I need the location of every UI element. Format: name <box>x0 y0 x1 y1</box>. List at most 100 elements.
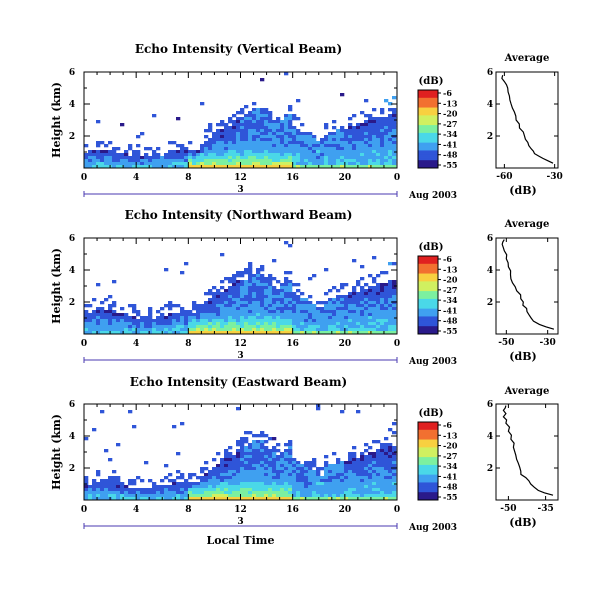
echo-cell <box>212 316 217 320</box>
echo-cell <box>320 313 325 317</box>
echo-cell <box>168 497 173 501</box>
echo-cell <box>392 96 397 100</box>
colorbar-swatch <box>418 300 438 304</box>
echo-cell <box>232 132 237 136</box>
echo-cell <box>316 467 321 471</box>
echo-cell <box>372 256 377 260</box>
echo-cell <box>284 286 289 290</box>
echo-cell <box>368 446 373 450</box>
echo-cell <box>256 331 261 335</box>
echo-cell <box>180 473 185 477</box>
echo-cell <box>252 455 257 459</box>
echo-cell <box>344 298 349 302</box>
echo-cell <box>388 446 393 450</box>
echo-cell <box>352 132 357 136</box>
echo-cell <box>320 147 325 151</box>
colorbar-tick-label: -48 <box>443 316 458 326</box>
average-y-tick-label: 4 <box>487 266 493 276</box>
echo-cell <box>248 464 253 468</box>
echo-cell <box>392 147 397 151</box>
echo-cell <box>332 150 337 154</box>
echo-cell <box>192 328 197 332</box>
echo-cell <box>388 458 393 462</box>
echo-cell <box>388 485 393 489</box>
echo-cell <box>348 464 353 468</box>
echo-cell <box>352 135 357 139</box>
echo-cell <box>344 485 349 489</box>
echo-cell <box>132 153 137 157</box>
echo-cell <box>228 482 233 486</box>
echo-cell <box>212 488 217 492</box>
echo-cell <box>388 328 393 332</box>
echo-cell <box>216 141 221 145</box>
echo-cell <box>132 159 137 163</box>
echo-cell <box>216 328 221 332</box>
echo-cell <box>368 301 373 305</box>
echo-cell <box>304 298 309 302</box>
echo-cell <box>364 138 369 142</box>
echo-cell <box>228 156 233 160</box>
echo-cell <box>392 488 397 492</box>
echo-cell <box>312 494 317 498</box>
echo-cell <box>252 138 257 142</box>
echo-cell <box>256 156 261 160</box>
echo-cell <box>180 491 185 495</box>
echo-cell <box>292 322 297 326</box>
echo-cell <box>356 159 361 163</box>
echo-cell <box>388 126 393 130</box>
echo-cell <box>256 129 261 133</box>
echo-cell <box>384 446 389 450</box>
average-x-label: (dB) <box>509 184 536 197</box>
echo-cell <box>320 491 325 495</box>
echo-cell <box>228 117 233 121</box>
echo-cell <box>224 141 229 145</box>
colorbar-swatch <box>418 429 438 433</box>
echo-cell <box>364 479 369 483</box>
echo-cell <box>252 147 257 151</box>
colorbar-swatch <box>418 257 438 261</box>
echo-cell <box>164 156 169 160</box>
echo-cell <box>220 301 225 305</box>
echo-cell <box>324 292 329 296</box>
echo-panel-1: Echo Intensity (Vertical Beam)0 4 8 12 16 20 0… <box>50 42 563 201</box>
echo-cell <box>204 135 209 139</box>
date-label: 3 <box>237 351 243 361</box>
echo-cell <box>348 123 353 127</box>
echo-cell <box>340 331 345 335</box>
echo-cell <box>376 319 381 323</box>
echo-cell <box>340 467 345 471</box>
echo-cell <box>244 476 249 480</box>
echo-cell <box>216 316 221 320</box>
colorbar-swatch <box>418 304 438 308</box>
echo-cell <box>236 129 241 133</box>
echo-cell <box>368 458 373 462</box>
echo-cell <box>96 283 101 287</box>
echo-cell <box>112 328 117 332</box>
colorbar-tick-label: -55 <box>443 160 457 170</box>
echo-cell <box>328 159 333 163</box>
echo-cell <box>380 135 385 139</box>
echo-cell <box>168 488 173 492</box>
echo-cell <box>376 117 381 121</box>
echo-cell <box>208 159 213 163</box>
echo-cell <box>224 129 229 133</box>
echo-cell <box>388 467 393 471</box>
echo-cell <box>308 132 313 136</box>
echo-cell <box>244 268 249 272</box>
echo-cell <box>308 494 313 498</box>
echo-cell <box>388 464 393 468</box>
echo-cell <box>260 440 265 444</box>
echo-cell <box>156 322 161 326</box>
echo-cell <box>208 301 213 305</box>
echo-cell <box>340 497 345 501</box>
echo-cell <box>304 479 309 483</box>
echo-cell <box>96 156 101 160</box>
echo-cell <box>364 485 369 489</box>
echo-cell <box>384 271 389 275</box>
echo-cell <box>368 325 373 329</box>
echo-cell <box>112 476 117 480</box>
echo-cell <box>104 159 109 163</box>
echo-cell <box>340 162 345 166</box>
echo-cell <box>276 319 281 323</box>
echo-cell <box>392 286 397 290</box>
